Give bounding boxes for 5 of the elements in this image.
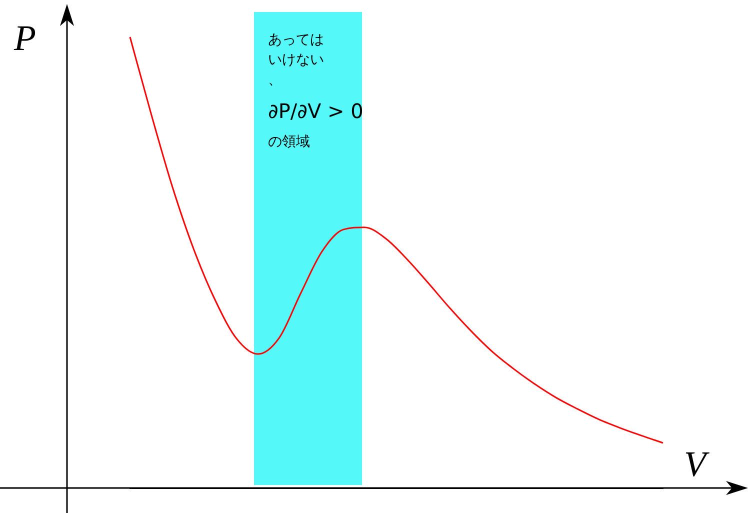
annotation: あってはいけない、	[268, 31, 325, 90]
annotation: ∂P/∂V > 0	[268, 98, 364, 125]
annotation: の領域	[268, 133, 311, 152]
y-axis-title: P	[13, 18, 36, 58]
x-axis-title: V	[684, 444, 710, 484]
